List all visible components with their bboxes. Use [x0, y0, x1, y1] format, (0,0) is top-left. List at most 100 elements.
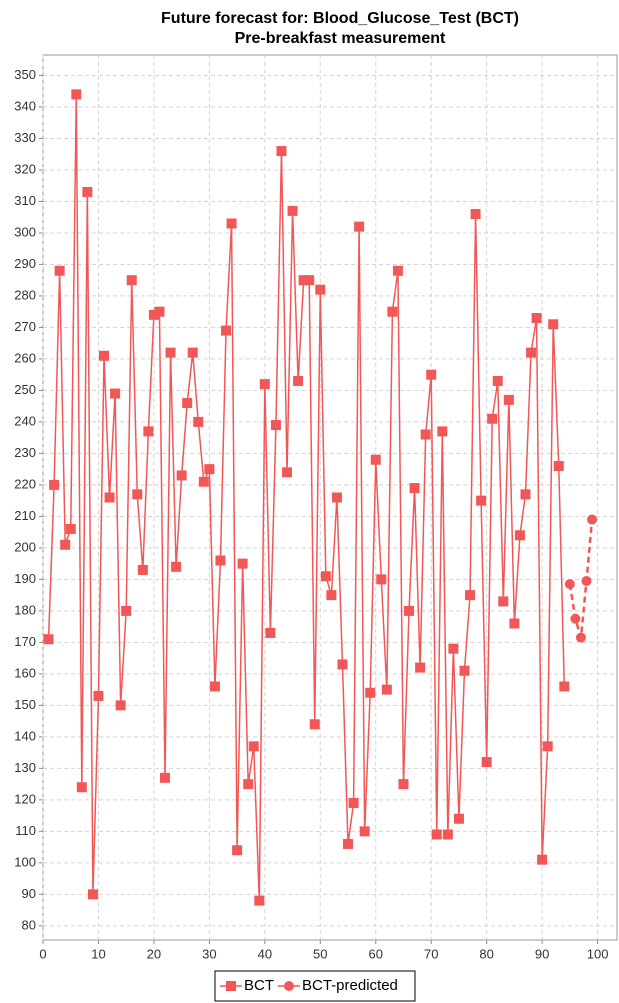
data-point	[193, 416, 204, 427]
data-point	[526, 347, 537, 358]
y-tick-label: 310	[14, 193, 36, 208]
data-point	[176, 470, 187, 481]
data-point	[304, 275, 315, 286]
data-point	[243, 779, 254, 790]
data-point	[581, 575, 592, 586]
data-point	[204, 464, 215, 475]
data-point	[587, 514, 598, 525]
data-point	[165, 347, 176, 358]
data-point	[221, 325, 232, 336]
y-tick-label: 260	[14, 350, 36, 365]
data-point	[226, 218, 237, 229]
y-tick-label: 230	[14, 445, 36, 460]
data-point	[93, 690, 104, 701]
data-point	[87, 889, 98, 900]
data-point	[381, 684, 392, 695]
data-point	[115, 700, 126, 711]
data-point	[420, 429, 431, 440]
x-tick-label: 50	[313, 946, 327, 961]
data-point	[376, 574, 387, 585]
data-point	[415, 662, 426, 673]
y-tick-label: 250	[14, 382, 36, 397]
y-tick-label: 80	[22, 917, 36, 932]
data-point	[320, 571, 331, 582]
x-tick-label: 20	[147, 946, 161, 961]
y-tick-label: 340	[14, 98, 36, 113]
y-tick-label: 170	[14, 634, 36, 649]
data-point	[171, 561, 182, 572]
data-point	[514, 530, 525, 541]
data-point	[71, 89, 82, 100]
data-point	[337, 659, 348, 670]
legend-label: BCT	[244, 977, 274, 994]
data-point	[570, 613, 581, 624]
data-point	[409, 483, 420, 494]
data-point	[154, 306, 165, 317]
data-point	[282, 467, 293, 478]
data-point	[143, 426, 154, 437]
data-point	[442, 829, 453, 840]
data-point	[392, 265, 403, 276]
data-point	[198, 476, 209, 487]
data-point	[99, 350, 110, 361]
data-point	[160, 772, 171, 783]
data-point	[437, 426, 448, 437]
data-point	[426, 369, 437, 380]
data-point	[49, 479, 60, 490]
data-point	[553, 461, 564, 472]
data-point	[559, 681, 570, 692]
data-point	[104, 492, 115, 503]
y-tick-label: 240	[14, 413, 36, 428]
data-point	[254, 895, 265, 906]
data-point	[265, 627, 276, 638]
data-point	[359, 826, 370, 837]
data-point	[60, 539, 71, 550]
data-point	[459, 665, 470, 676]
data-point	[348, 797, 359, 808]
data-point	[237, 558, 248, 569]
data-point	[137, 564, 148, 575]
y-tick-label: 220	[14, 476, 36, 491]
y-tick-label: 300	[14, 224, 36, 239]
y-tick-label: 330	[14, 130, 36, 145]
data-point	[326, 590, 337, 601]
data-point	[481, 757, 492, 768]
data-point	[404, 605, 415, 616]
data-point	[470, 209, 481, 220]
x-tick-label: 40	[258, 946, 272, 961]
y-tick-label: 140	[14, 728, 36, 743]
y-tick-label: 90	[22, 886, 36, 901]
data-point	[76, 782, 87, 793]
data-point	[537, 854, 548, 865]
chart-subtitle: Pre-breakfast measurement	[235, 30, 446, 47]
chart-title: Future forecast for: Blood_Glucose_Test …	[161, 10, 519, 27]
y-tick-label: 100	[14, 854, 36, 869]
data-point	[331, 492, 342, 503]
x-tick-label: 90	[535, 946, 549, 961]
legend-marker	[284, 981, 294, 991]
x-tick-label: 70	[424, 946, 438, 961]
data-point	[476, 495, 487, 506]
data-point	[182, 398, 193, 409]
legend-label: BCT-predicted	[302, 977, 398, 994]
y-tick-label: 200	[14, 539, 36, 554]
data-point	[509, 618, 520, 629]
x-tick-label: 100	[587, 946, 609, 961]
data-point	[548, 319, 559, 330]
data-point	[293, 375, 304, 386]
data-point	[453, 813, 464, 824]
data-point	[248, 741, 259, 752]
data-point	[126, 275, 137, 286]
data-point	[365, 687, 376, 698]
data-point	[232, 845, 243, 856]
plot-area	[42, 54, 618, 941]
data-point	[259, 379, 270, 390]
data-point	[121, 605, 132, 616]
x-tick-label: 60	[369, 946, 383, 961]
y-tick-label: 210	[14, 508, 36, 523]
data-point	[209, 681, 220, 692]
data-point	[132, 489, 143, 500]
y-tick-label: 290	[14, 256, 36, 271]
data-point	[398, 779, 409, 790]
